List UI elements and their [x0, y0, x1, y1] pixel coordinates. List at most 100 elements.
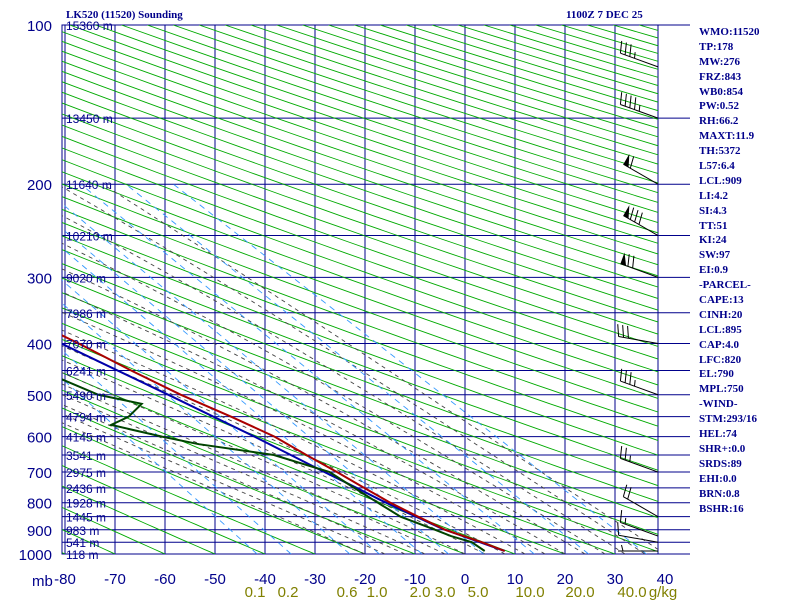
moist-adiabat	[62, 242, 606, 554]
wind-barb-flag	[617, 324, 620, 337]
dry-adiabat	[62, 135, 658, 347]
stat-line: MW:276	[699, 55, 740, 68]
stat-line: TH:5372	[699, 145, 741, 158]
dry-adiabat	[62, 485, 216, 554]
wind-barb-flag	[617, 522, 620, 536]
wind-barb-staff	[618, 534, 659, 543]
wind-barb-flag	[619, 92, 623, 105]
wind-barb-flag	[624, 42, 627, 55]
stability-indices-panel: WMO:11520 TP:178 MW:276 FRZ:843 WB0:854 PW:0.…	[699, 25, 799, 516]
dry-adiabat	[62, 70, 658, 277]
pressure-label: 900	[27, 523, 52, 540]
dry-adiabat	[62, 81, 658, 288]
stat-line: RH:66.2	[699, 115, 739, 128]
temperature-tick-label: 40	[657, 571, 674, 588]
wind-barb	[619, 446, 659, 473]
dry-adiabat	[62, 124, 658, 335]
height-label: 13450 m	[66, 112, 113, 126]
stat-line: MPL:750	[699, 383, 744, 396]
wind-barb-staff	[623, 163, 659, 185]
moist-adiabat	[62, 359, 486, 554]
height-label: 15360 m	[66, 19, 113, 33]
pressure-label: 100	[27, 18, 52, 35]
dry-adiabat	[62, 292, 658, 519]
dry-adiabat	[62, 60, 658, 266]
temperature-trace	[62, 334, 506, 552]
mixing-ratio-line	[62, 377, 258, 554]
mixing-ratio-line	[80, 183, 535, 554]
wind-barb	[619, 368, 659, 396]
temperature-tick-label: 30	[607, 571, 624, 588]
wind-barb-flag	[629, 44, 632, 57]
dry-adiabat	[62, 196, 658, 413]
mixing-ratio-label: 5.0	[468, 584, 489, 600]
dry-adiabat	[62, 102, 658, 311]
dry-adiabat	[62, 389, 466, 554]
wind-barb-flag	[634, 209, 639, 223]
height-label: 541 m	[66, 536, 99, 550]
mixing-ratio-line	[62, 203, 484, 554]
wind-barb-flag	[629, 372, 632, 385]
temperature-tick-label: -20	[354, 571, 376, 588]
height-label: 118 m	[66, 548, 98, 562]
dry-adiabat	[62, 221, 658, 441]
stat-line: -PARCEL-	[699, 279, 751, 292]
wind-barb-flag	[622, 325, 625, 338]
stat-line: PW:0.52	[699, 100, 740, 113]
pressure-label: 1000	[19, 547, 52, 564]
wind-barb-flag	[619, 40, 623, 54]
wind-barb-staff	[620, 263, 659, 278]
stat-line: CAPE:13	[699, 294, 744, 307]
wind-barb-flag	[629, 156, 635, 169]
temperature-tick-label: -30	[304, 571, 326, 588]
stat-line: LFC:820	[699, 353, 742, 366]
dry-adiabat	[62, 307, 658, 535]
height-label: 3541 m	[66, 449, 106, 463]
dry-adiabat	[62, 465, 266, 554]
dry-adiabat	[62, 31, 658, 234]
dry-adiabat	[62, 171, 658, 386]
height-label: 7986 m	[66, 307, 106, 321]
stat-line: LI:4.2	[699, 189, 729, 202]
pressure-label: 200	[27, 177, 52, 194]
wind-barb-flag	[619, 368, 623, 382]
stat-line: LCL:895	[699, 323, 742, 336]
height-label: 983 m	[66, 524, 99, 538]
stat-line: CINH:20	[699, 308, 743, 321]
stat-line: TP:178	[699, 40, 734, 53]
mixing-ratio-label: 0.6	[337, 584, 358, 600]
dry-adiabat	[62, 338, 616, 554]
mixing-ratio-label: 0.1	[245, 584, 266, 600]
height-label: 10210 m	[66, 230, 113, 244]
dry-adiabat	[62, 208, 658, 427]
height-label: 2436 m	[66, 482, 106, 496]
wind-barb	[617, 324, 659, 344]
dry-adiabat	[62, 407, 416, 554]
wind-barb	[619, 92, 659, 119]
mixing-ratio-label: 3.0	[435, 584, 456, 600]
wind-barb-flag	[624, 447, 627, 461]
wind-barb-staff	[623, 496, 659, 518]
temperature-tick-label: -50	[204, 571, 226, 588]
height-label: 2975 m	[66, 466, 106, 480]
wind-barb-pennant	[623, 153, 630, 168]
mixing-ratio-line	[62, 247, 423, 554]
wind-barb-half-flag	[624, 517, 627, 525]
moist-adiabat	[62, 215, 626, 554]
wind-barb-flag	[619, 446, 623, 459]
stat-line: WB0:854	[699, 85, 743, 98]
stat-line: EI:0.9	[699, 264, 729, 277]
pressure-label: 600	[27, 430, 52, 447]
mixing-ratio-label: 1.0	[367, 584, 388, 600]
dry-adiabat	[62, 249, 658, 471]
moist-adiabat	[62, 186, 646, 554]
dry-adiabat	[62, 322, 658, 553]
height-label: 5490 m	[66, 389, 106, 403]
height-label: 6241 m	[66, 365, 106, 379]
stat-line: STM:293/16	[699, 413, 758, 426]
pressure-label: 400	[27, 336, 52, 353]
stat-line: HEL:74	[699, 428, 737, 441]
pressure-label: 800	[27, 496, 52, 513]
